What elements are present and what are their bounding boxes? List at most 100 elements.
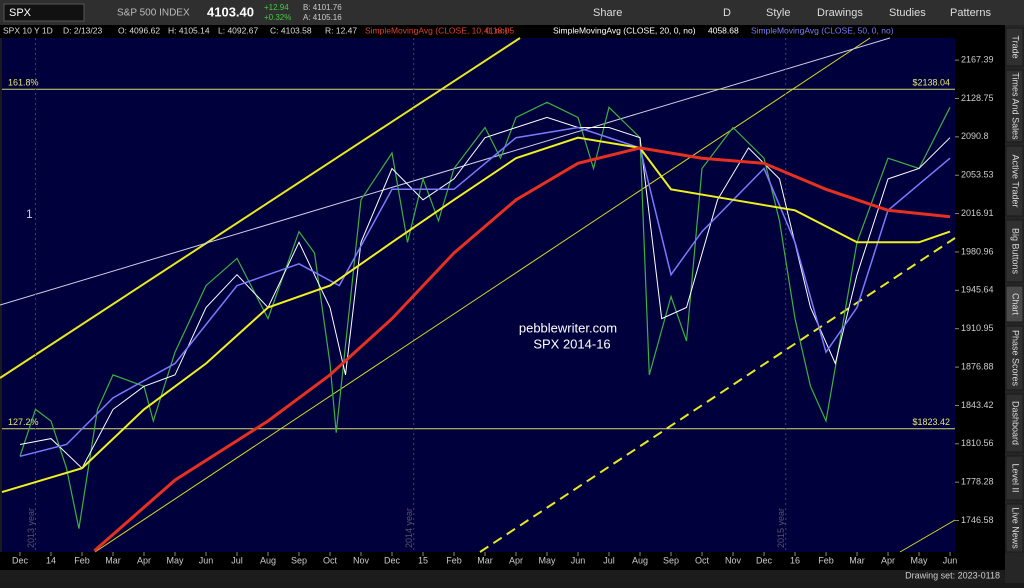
side-tab-label: Times And Sales (1011, 72, 1021, 140)
price-axis (955, 25, 1005, 555)
study-value: 4058.68 (708, 25, 739, 35)
annotation: pebblewriter.com (519, 320, 617, 335)
toolbar-button[interactable]: Share (593, 7, 622, 19)
plot-area (2, 38, 955, 552)
info-field: C: 4103.58 (270, 25, 312, 35)
x-tick-label: Jun (571, 555, 586, 565)
symbol[interactable]: SPX (9, 7, 32, 19)
symbol-box[interactable] (3, 3, 85, 22)
change-pct: +0.32% (264, 13, 291, 22)
x-tick-label: May (166, 555, 184, 565)
info-bar (0, 25, 1005, 38)
y-tick-label: 2167.39 (961, 55, 994, 65)
x-tick-label: May (539, 555, 557, 565)
y-tick-label: 1945.64 (961, 285, 994, 295)
y-tick-label: 1910.95 (961, 323, 994, 333)
side-tab[interactable] (1005, 27, 1024, 67)
last-price: 4103.40 (207, 4, 254, 19)
side-tab[interactable] (1005, 69, 1024, 143)
x-tick-label: Apr (509, 555, 523, 565)
x-tick-label: Mar (105, 555, 121, 565)
side-tab[interactable] (1005, 325, 1024, 391)
side-tab-label: Trade (1011, 35, 1021, 58)
annotation: 1 (26, 207, 33, 221)
x-tick-label: Oct (695, 555, 710, 565)
side-tab[interactable] (1005, 455, 1024, 501)
side-tab[interactable] (1005, 285, 1024, 323)
year-label: 2013 year (26, 508, 36, 548)
x-tick-label: Feb (446, 555, 462, 565)
series-line (19, 116, 951, 470)
y-tick-label: 1746.58 (961, 515, 994, 525)
x-tick-label: Feb (74, 555, 90, 565)
series-line (19, 101, 951, 529)
series-line (1, 136, 951, 494)
info-field: D: 2/13/23 (63, 25, 102, 35)
x-tick-label: Sep (291, 555, 307, 565)
side-tab-label: Level II (1011, 463, 1021, 492)
trendline (899, 519, 956, 553)
toolbar-button[interactable]: Patterns (950, 7, 991, 19)
side-tab-label: Live News (1011, 507, 1021, 549)
x-tick-label: Jul (603, 555, 615, 565)
study-value: 4118.05 (484, 25, 514, 35)
y-tick-label: 2053.53 (961, 170, 994, 180)
toolbar-button[interactable]: Studies (889, 7, 926, 19)
y-tick-label: 1810.56 (961, 438, 994, 448)
side-tab-label: Active Trader (1011, 154, 1021, 207)
study-label: SimpleMovingAvg (CLOSE, 20, 0, no) (553, 25, 696, 35)
bid: B: 4101.76 (303, 3, 342, 12)
toolbar (0, 0, 1024, 25)
series-line (19, 126, 951, 458)
y-tick-label: 1876.88 (961, 361, 994, 371)
level-value: $2138.04 (912, 78, 950, 88)
side-tab-label: Big Buttons (1011, 228, 1021, 275)
x-tick-label: Feb (818, 555, 834, 565)
x-tick-label: Oct (323, 555, 338, 565)
change: +12.94 (264, 3, 289, 12)
x-tick-label: Mar (849, 555, 865, 565)
x-tick-label: Apr (137, 555, 151, 565)
x-tick-label: Nov (725, 555, 742, 565)
level-label: 127.2% (8, 417, 39, 427)
toolbar-button[interactable]: Style (766, 7, 790, 19)
x-tick-label: May (911, 555, 929, 565)
x-tick-label: Mar (477, 555, 493, 565)
x-tick-label: Jun (943, 555, 958, 565)
info-field: R: 12.47 (325, 25, 357, 35)
x-tick-label: Apr (881, 555, 895, 565)
level-label: 161.8% (8, 78, 39, 88)
toolbar-button[interactable]: Drawings (817, 7, 863, 19)
trendline (94, 37, 871, 553)
x-tick-label: Dec (756, 555, 773, 565)
study-label: SimpleMovingAvg (CLOSE, 50, 0, no) (751, 25, 894, 35)
x-tick-label: Aug (632, 555, 648, 565)
x-tick-label: 14 (46, 555, 56, 565)
side-tab[interactable] (1005, 393, 1024, 453)
info-field: SPX 10 Y 1D (3, 25, 53, 35)
info-field: O: 4096.62 (118, 25, 160, 35)
time-axis (0, 552, 1005, 570)
side-tab-label: Phase Scores (1011, 330, 1021, 387)
status: Drawing set: 2023-0118 (905, 570, 1000, 580)
x-tick-label: 15 (418, 555, 428, 565)
side-tab[interactable] (1005, 145, 1024, 217)
info-field: L: 4092.67 (218, 25, 258, 35)
x-tick-label: 16 (790, 555, 800, 565)
y-tick-label: 1980.96 (961, 246, 994, 256)
x-tick-label: Sep (663, 555, 679, 565)
x-tick-label: Jun (199, 555, 214, 565)
side-tab[interactable] (1005, 219, 1024, 283)
trendline (0, 37, 891, 306)
level-value: $1823.42 (912, 417, 950, 427)
series-line (93, 146, 951, 552)
x-tick-label: Dec (384, 555, 401, 565)
scrollbar[interactable] (0, 570, 1005, 583)
ask: A: 4105.16 (303, 13, 342, 22)
toolbar-button[interactable]: D (723, 7, 731, 19)
x-tick-label: Dec (12, 555, 29, 565)
year-label: 2014 year (404, 508, 414, 548)
side-tab[interactable] (1005, 503, 1024, 553)
instrument-name: S&P 500 INDEX (117, 8, 190, 19)
